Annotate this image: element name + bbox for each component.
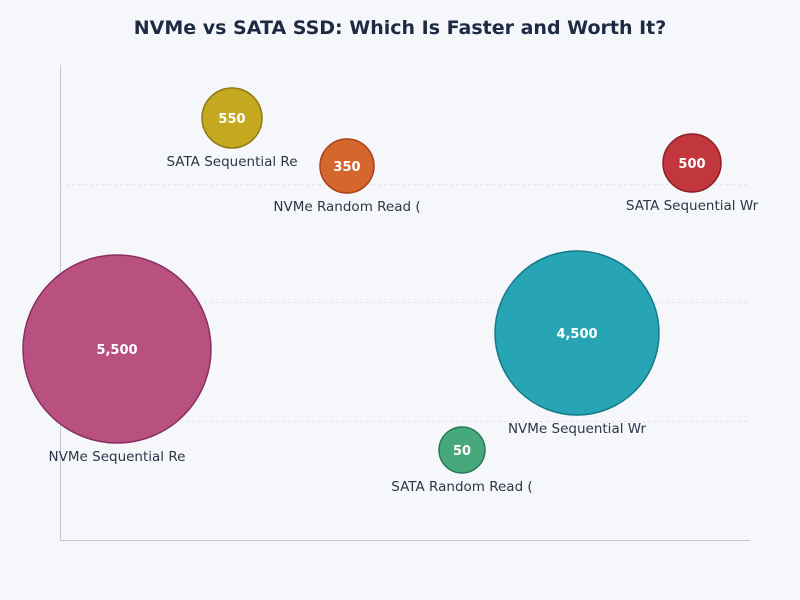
bubbles: 5,500 NVMe Sequential Re 550 SATA Sequentia… (22, 87, 759, 495)
bubble-value-label: 550 (218, 112, 245, 127)
bubble-value-label: 50 (453, 444, 471, 459)
bubble-value-label: 350 (333, 160, 360, 175)
bubble-category-label: NVMe Sequential Re (49, 449, 186, 465)
bubble-value-label: 500 (678, 157, 705, 172)
bubble[interactable] (319, 138, 375, 194)
bubble[interactable] (662, 133, 722, 193)
bubble-group: 5,500 NVMe Sequential Re (22, 254, 212, 465)
bubble[interactable] (201, 87, 263, 149)
bubble-category-label: SATA Sequential Re (166, 154, 297, 170)
bubble-category-label: SATA Sequential Wr (626, 198, 759, 214)
chart-title: NVMe vs SATA SSD: Which Is Faster and Wo… (134, 17, 667, 39)
bubble-group: 350 NVMe Random Read ( (273, 138, 421, 215)
bubble[interactable] (494, 250, 660, 416)
bubble[interactable] (22, 254, 212, 444)
bubble-group: 500 SATA Sequential Wr (626, 133, 759, 214)
bubble[interactable] (438, 426, 486, 474)
bubble-category-label: NVMe Sequential Wr (508, 421, 647, 437)
bubble-group: 50 SATA Random Read ( (391, 426, 533, 495)
bubble-category-label: NVMe Random Read ( (273, 199, 420, 215)
bubble-group: 550 SATA Sequential Re (166, 87, 298, 170)
bubble-value-label: 5,500 (96, 343, 137, 358)
bubble-category-label: SATA Random Read ( (391, 479, 532, 495)
bubble-group: 4,500 NVMe Sequential Wr (494, 250, 660, 437)
bubble-value-label: 4,500 (556, 327, 597, 342)
